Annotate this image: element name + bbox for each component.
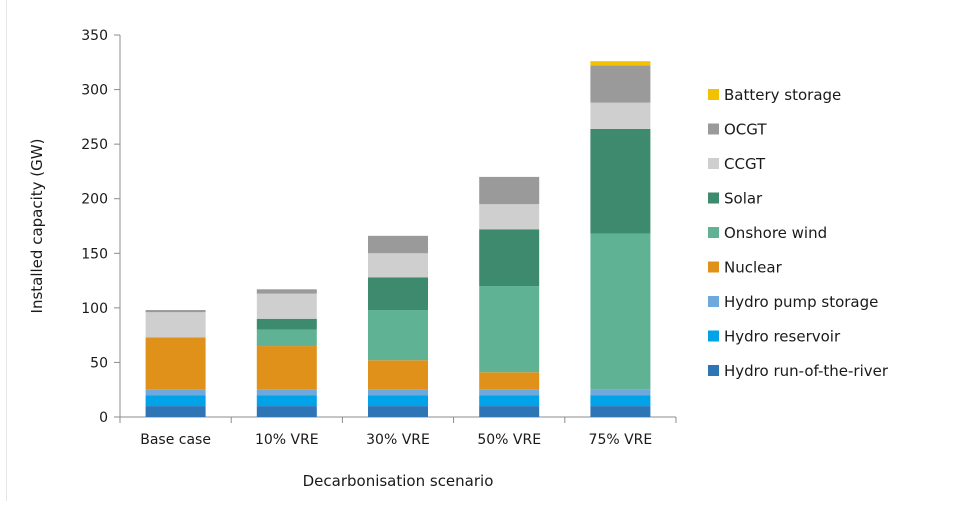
legend-label: Hydro reservoir: [724, 328, 841, 346]
bar-segment: [479, 229, 540, 287]
legend-swatch: [708, 365, 719, 376]
bar-segment: [256, 318, 317, 330]
bar-segment: [479, 204, 540, 230]
bar-segment: [145, 389, 206, 396]
y-axis-title: Installed capacity (GW): [28, 139, 46, 314]
bar-segment: [145, 310, 206, 313]
bar-segment: [368, 310, 428, 361]
bar-segment: [256, 389, 317, 396]
x-axis-title: Decarbonisation scenario: [303, 472, 494, 490]
legend-swatch: [708, 227, 719, 238]
legend-swatch: [708, 123, 719, 135]
bar-segment: [256, 406, 317, 417]
x-tick-label: 75% VRE: [589, 432, 653, 448]
legend-label: Hydro pump storage: [724, 293, 878, 311]
bar-segment: [145, 406, 206, 417]
bar-segment: [256, 289, 317, 294]
legend-swatch: [708, 261, 719, 273]
y-tick-label: 100: [81, 301, 108, 317]
y-axis: 0 50 100 150 200 250 300 350: [81, 28, 121, 426]
legend: Battery storage OCGT CCGT Solar Onshore wind…: [708, 86, 889, 380]
bar-segment: [590, 102, 651, 129]
bar-segment: [590, 395, 651, 407]
legend-swatch: [708, 89, 719, 100]
bar-segment: [590, 128, 651, 234]
bar-segment: [145, 337, 206, 390]
legend-label: CCGT: [724, 155, 766, 173]
y-tick-label: 150: [81, 246, 108, 262]
bar-segment: [479, 372, 540, 390]
legend-label: Hydro run-of-the-river: [724, 362, 889, 380]
bar-segment: [479, 286, 540, 373]
legend-label: OCGT: [724, 121, 767, 139]
bar-segment: [368, 277, 428, 311]
bar-segment: [145, 395, 206, 407]
bar-segment: [479, 389, 540, 396]
bar-segment: [590, 61, 651, 66]
y-tick-label: 250: [81, 137, 108, 153]
x-tick-label: 10% VRE: [255, 432, 319, 448]
x-tick-label: Base case: [140, 432, 211, 448]
frame-left-border: [6, 0, 7, 501]
bars: [145, 61, 651, 417]
bar-segment: [479, 406, 540, 417]
bar-segment: [479, 176, 540, 205]
bar-segment: [256, 346, 317, 390]
bar-segment: [368, 253, 428, 278]
y-tick-label: 50: [90, 355, 108, 371]
bar-segment: [368, 360, 428, 390]
y-tick-label: 300: [81, 83, 108, 99]
bar-segment: [590, 233, 651, 390]
legend-label: Battery storage: [724, 86, 841, 104]
legend-swatch: [708, 296, 719, 307]
legend-swatch: [708, 192, 719, 204]
x-axis: Base case 10% VRE 30% VRE 50% VRE 75% VRE: [119, 416, 677, 448]
bar-segment: [256, 395, 317, 407]
bar-segment: [368, 389, 428, 396]
bar-segment: [368, 406, 428, 417]
x-tick-label: 50% VRE: [477, 432, 541, 448]
y-tick-label: 0: [99, 410, 108, 426]
bar-segment: [479, 395, 540, 407]
y-tick-label: 350: [81, 28, 108, 44]
bar-segment: [145, 312, 206, 338]
bar-segment: [256, 293, 317, 319]
bar-segment: [368, 395, 428, 407]
legend-swatch: [708, 158, 719, 169]
legend-label: Onshore wind: [724, 224, 827, 242]
bar-segment: [368, 235, 428, 254]
legend-label: Solar: [724, 190, 763, 208]
legend-label: Nuclear: [724, 259, 783, 277]
bar-segment: [590, 65, 651, 103]
legend-swatch: [708, 330, 719, 342]
bar-segment: [590, 389, 651, 396]
bar-segment: [256, 329, 317, 347]
x-tick-label: 30% VRE: [366, 432, 430, 448]
bar-segment: [590, 406, 651, 417]
y-tick-label: 200: [81, 192, 108, 208]
